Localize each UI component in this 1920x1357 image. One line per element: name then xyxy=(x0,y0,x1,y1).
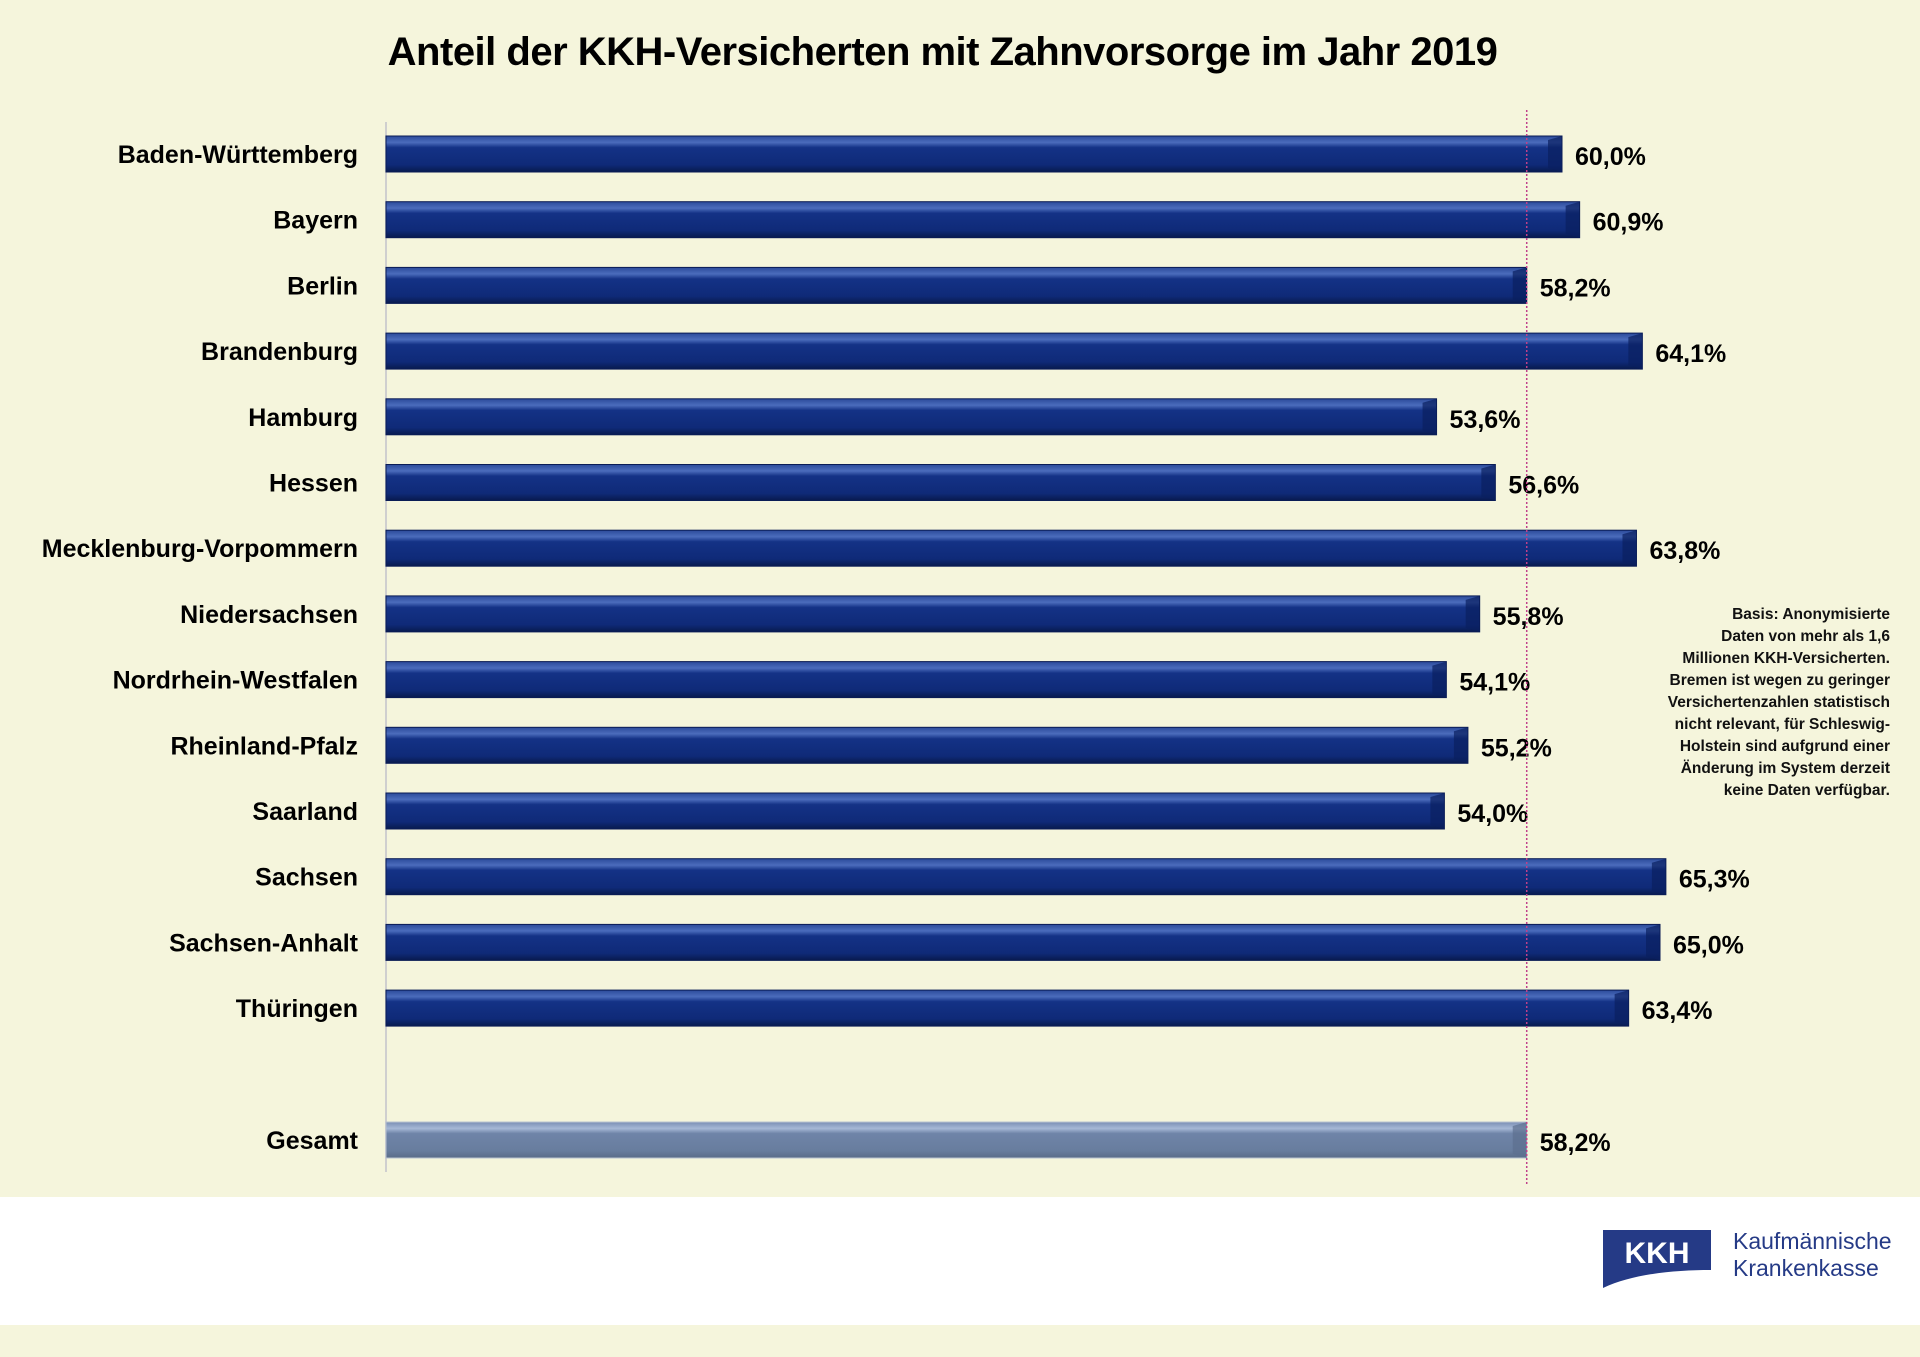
category-label: Brandenburg xyxy=(201,338,358,366)
bar-saarland xyxy=(385,792,1445,830)
bar-bevel xyxy=(1422,398,1437,435)
category-label: Mecklenburg-Vorpommern xyxy=(42,535,358,563)
bar-thüringen xyxy=(385,989,1630,1027)
bar-bevel xyxy=(1651,858,1666,895)
logo-mark: KKH xyxy=(1625,1237,1690,1270)
category-label: Berlin xyxy=(287,272,358,300)
footnote-line: Daten von mehr als 1,6 xyxy=(1721,628,1890,645)
bar-bevel xyxy=(1565,201,1580,238)
footnote-line: Basis: Anonymisierte xyxy=(1732,606,1890,623)
bar-bevel xyxy=(1614,990,1629,1027)
bar-gesamt xyxy=(385,1121,1528,1159)
bar-mecklenburg-vorpommern xyxy=(385,529,1637,567)
bar-sachsen-anhalt xyxy=(385,923,1661,961)
footnote-line: Versichertenzahlen statistisch xyxy=(1667,694,1890,711)
bar-rheinland-pfalz xyxy=(385,726,1469,764)
bar-sachsen xyxy=(385,858,1667,896)
bar-baden-württemberg xyxy=(385,135,1563,173)
category-label: Baden-Württemberg xyxy=(118,141,358,169)
category-label: Thüringen xyxy=(236,995,358,1023)
category-label: Saarland xyxy=(252,798,358,826)
bar-bevel xyxy=(1432,661,1447,698)
value-label: 63,4% xyxy=(1642,997,1713,1025)
bar-bevel xyxy=(1548,136,1562,172)
logo-text: Kaufmännische Krankenkasse xyxy=(1733,1228,1892,1282)
category-label: Hamburg xyxy=(248,404,358,432)
footnote-line: Holstein sind aufgrund einer xyxy=(1679,738,1890,755)
category-label: Rheinland-Pfalz xyxy=(170,732,358,760)
value-label: 64,1% xyxy=(1655,340,1726,368)
value-label: 58,2% xyxy=(1540,1129,1611,1157)
category-label: Niedersachsen xyxy=(180,601,358,629)
value-label: 54,0% xyxy=(1457,800,1528,828)
category-label: Nordrhein-Westfalen xyxy=(113,667,358,695)
bar-bevel xyxy=(1465,595,1480,632)
bar-bevel xyxy=(1628,333,1643,370)
value-label: 63,8% xyxy=(1649,537,1720,565)
footnote-line: keine Daten verfügbar. xyxy=(1723,782,1890,799)
logo-line-2: Krankenkasse xyxy=(1733,1255,1879,1281)
value-label: 54,1% xyxy=(1459,669,1530,697)
bar-bevel xyxy=(1512,1122,1527,1158)
value-label: 65,3% xyxy=(1679,866,1750,894)
category-label: Bayern xyxy=(273,207,358,235)
category-label: Sachsen-Anhalt xyxy=(169,929,359,957)
bar-hamburg xyxy=(385,398,1438,436)
category-label: Hessen xyxy=(269,470,358,498)
value-label: 55,2% xyxy=(1481,734,1552,762)
bar-bevel xyxy=(1481,464,1496,501)
value-label: 60,9% xyxy=(1593,209,1664,237)
value-label: 65,0% xyxy=(1673,931,1744,959)
bar-bevel xyxy=(1646,924,1660,961)
bar-niedersachsen xyxy=(385,595,1481,633)
bar-nordrhein-westfalen xyxy=(385,661,1447,699)
category-label: Gesamt xyxy=(266,1127,358,1155)
value-label: 55,8% xyxy=(1493,603,1564,631)
value-label: 58,2% xyxy=(1540,274,1611,302)
bar-bevel xyxy=(1622,530,1637,567)
footnote-line: Änderung im System derzeit xyxy=(1680,760,1890,777)
bar-bevel xyxy=(1453,727,1468,764)
bar-bevel xyxy=(1512,267,1527,304)
bar-berlin xyxy=(385,266,1528,304)
footnote-line: Bremen ist wegen zu geringer xyxy=(1669,672,1891,689)
footnote-line: nicht relevant, für Schleswig- xyxy=(1674,716,1890,733)
category-label: Sachsen xyxy=(255,864,358,892)
logo-line-1: Kaufmännische xyxy=(1733,1228,1892,1254)
bar-chart: Baden-Württemberg 60,0% Bayern 60,9% Berlin 5… xyxy=(42,110,1750,1185)
value-label: 56,6% xyxy=(1508,472,1579,500)
bar-bevel xyxy=(1430,793,1445,829)
footnote: Basis: Anonymisierte Daten von mehr als 1… xyxy=(1590,604,1890,802)
value-label: 60,0% xyxy=(1575,143,1646,171)
bar-bayern xyxy=(385,201,1581,239)
footnote-line: Millionen KKH-Versicherten. xyxy=(1682,650,1890,667)
bar-hessen xyxy=(385,464,1496,501)
kkh-logo: KKH xyxy=(1603,1230,1711,1288)
footer-band xyxy=(0,1325,1920,1357)
value-label: 53,6% xyxy=(1450,406,1521,434)
bar-brandenburg xyxy=(385,332,1643,370)
chart-title: Anteil der KKH-Versicherten mit Zahnvors… xyxy=(387,30,1498,74)
